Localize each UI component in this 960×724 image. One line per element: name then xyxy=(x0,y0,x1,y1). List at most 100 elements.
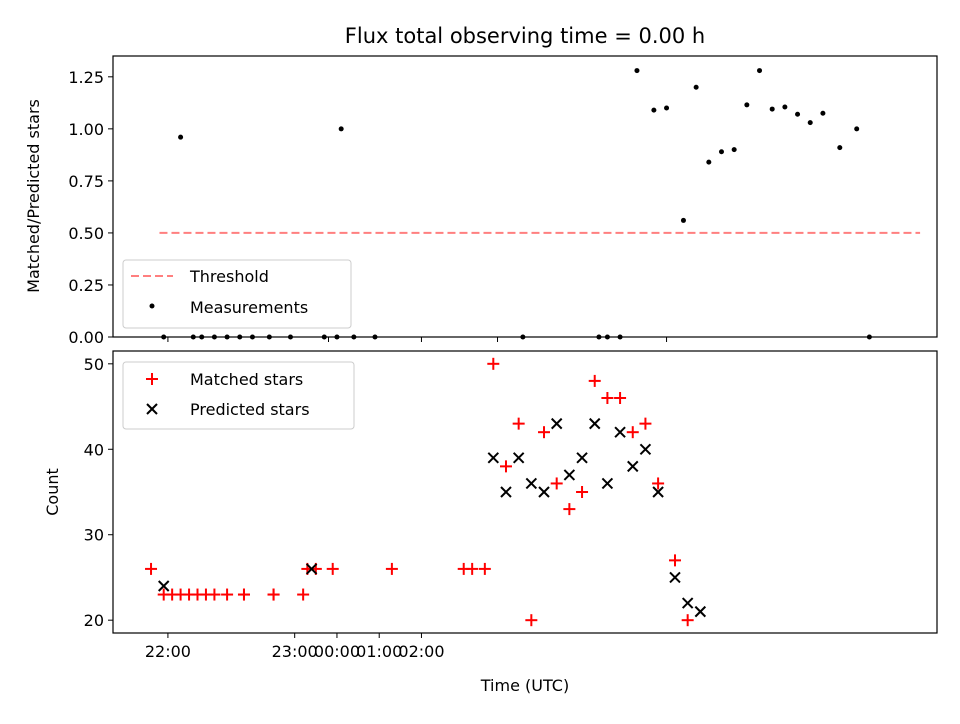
legend-matched-label: Matched stars xyxy=(190,370,303,389)
matched-star-point xyxy=(487,357,500,370)
legend-predicted-label: Predicted stars xyxy=(190,400,310,419)
predicted-star-point xyxy=(487,452,500,464)
matched-star-point xyxy=(221,588,234,601)
ratio-x-ticks xyxy=(167,337,668,342)
predicted-star-point xyxy=(627,460,639,473)
matched-star-point xyxy=(588,374,601,387)
x-tick-label: 02:00 xyxy=(398,642,444,661)
count-y-tick-label: 30 xyxy=(84,526,104,545)
count-y-tick-label: 50 xyxy=(84,355,104,374)
legend-measurements-label: Measurements xyxy=(190,298,308,317)
legend-matched-swatch xyxy=(146,373,158,385)
predicted-star-point xyxy=(652,486,664,498)
matched-star-point xyxy=(652,477,665,490)
measurement-point xyxy=(634,68,640,74)
ratio-y-tick-label: 0.25 xyxy=(68,276,104,295)
chart-title: Flux total observing time = 0.00 h xyxy=(345,24,705,48)
count-legend-box xyxy=(122,361,355,430)
count-y-axis-label: Count xyxy=(43,468,62,516)
measurement-point xyxy=(178,134,184,140)
count-axes-frame xyxy=(112,350,938,634)
x-tick-label: 01:00 xyxy=(356,642,402,661)
ratio-legend-box xyxy=(122,259,352,329)
predicted-star-point xyxy=(589,417,601,430)
ratio-y-axis-label: Matched/Predicted stars xyxy=(24,99,43,293)
ratio-y-ticks: 0.00 0.25 0.50 0.75 1.00 1.25 xyxy=(68,68,113,347)
predicted-star-point xyxy=(639,443,652,455)
predicted-star-point xyxy=(601,477,614,490)
ratio-axes-frame xyxy=(112,55,938,338)
measurement-point xyxy=(837,145,843,151)
predicted-star-point xyxy=(694,605,707,618)
matched-star-point xyxy=(145,562,158,575)
count-y-tick-label: 20 xyxy=(84,611,104,630)
ratio-y-tick-label: 0.50 xyxy=(68,224,104,243)
predicted-star-point xyxy=(305,563,318,575)
count-y-ticks: 20 30 40 50 xyxy=(84,355,113,630)
x-tick-label: 23:00 xyxy=(272,642,318,661)
matched-star-point xyxy=(297,588,310,601)
predicted-star-point xyxy=(500,486,512,498)
predicted-star-point xyxy=(669,571,681,584)
predicted-star-point xyxy=(158,580,170,592)
matched-star-point xyxy=(538,426,551,439)
measurement-point xyxy=(731,147,737,153)
ratio-panel: 0.00 0.25 0.50 0.75 1.00 1.25 Matched/Predict… xyxy=(24,55,938,347)
measurement-point xyxy=(664,105,670,111)
predicted-star-point xyxy=(563,469,576,481)
x-axis-label: Time (UTC) xyxy=(480,676,569,695)
matched-star-point xyxy=(668,554,681,567)
measurement-point xyxy=(706,159,712,165)
predicted-star-point xyxy=(681,597,694,609)
matched-star-point xyxy=(512,417,525,430)
x-tick-label: 22:00 xyxy=(145,642,191,661)
matched-star-point xyxy=(626,426,639,439)
measurement-point xyxy=(769,106,775,112)
count-legend: Matched stars Predicted stars xyxy=(122,361,355,430)
matched-star-point xyxy=(326,562,339,575)
measurement-point xyxy=(680,217,686,223)
predicted-star-point xyxy=(576,452,588,464)
measurement-point xyxy=(693,84,699,90)
matched-star-point xyxy=(499,460,512,473)
matched-star-point xyxy=(237,588,250,601)
measurement-point xyxy=(807,120,813,126)
ratio-legend: Threshold Measurements xyxy=(122,259,352,329)
measurement-point xyxy=(795,111,801,117)
predicted-star-point xyxy=(538,486,550,498)
matched-star-point xyxy=(550,477,563,490)
predicted-star-point xyxy=(512,452,525,464)
predicted-star-point xyxy=(525,477,538,490)
matched-star-point xyxy=(525,614,538,627)
matched-star-point xyxy=(385,562,398,575)
matched-star-point xyxy=(576,486,589,498)
measurement-point xyxy=(854,126,860,132)
count-y-tick-label: 40 xyxy=(84,440,104,459)
measurement-point xyxy=(820,110,826,116)
matched-star-point xyxy=(478,562,491,575)
count-marks xyxy=(145,357,707,627)
x-tick-label: 00:00 xyxy=(314,642,360,661)
matched-star-point xyxy=(208,588,221,601)
measurement-point xyxy=(744,102,750,108)
ratio-y-tick-label: 1.25 xyxy=(68,68,104,87)
matched-star-point xyxy=(681,614,694,627)
matched-star-point xyxy=(614,392,627,404)
ratio-y-tick-label: 1.00 xyxy=(68,120,104,139)
measurement-point xyxy=(782,104,788,110)
predicted-star-point xyxy=(614,426,626,438)
legend-measurements-swatch xyxy=(149,303,155,309)
ratio-y-tick-label: 0.00 xyxy=(68,328,104,347)
matched-star-point xyxy=(466,562,479,575)
measurement-point xyxy=(718,149,724,155)
legend-predicted-swatch xyxy=(146,403,158,415)
measurement-point xyxy=(651,107,657,113)
measurement-point xyxy=(757,68,763,74)
measurement-point xyxy=(338,126,344,132)
matched-star-point xyxy=(267,588,280,601)
predicted-star-point xyxy=(550,417,563,430)
